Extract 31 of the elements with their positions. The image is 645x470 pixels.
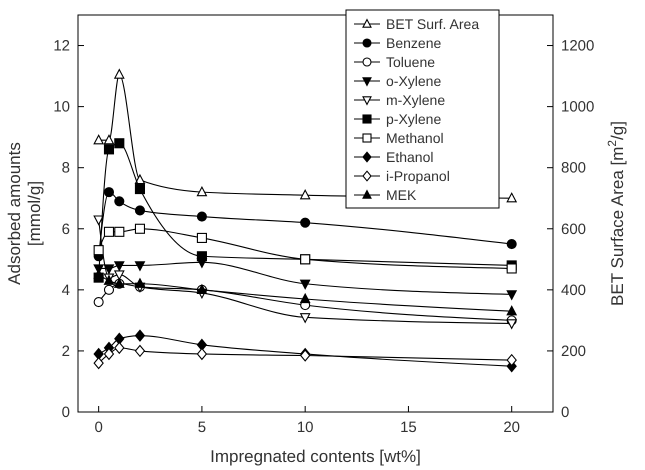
y-tick-label: 8 (62, 160, 70, 177)
x-tick-label: 10 (296, 419, 314, 436)
x-tick-label: 5 (198, 419, 206, 436)
legend-label: m-Xylene (386, 92, 446, 108)
x-tick-label: 20 (503, 419, 520, 436)
y2-tick-label: 800 (561, 160, 586, 177)
legend-label: i-Propanol (386, 168, 450, 184)
y-tick-label: 6 (62, 220, 70, 238)
y2-tick-label: 400 (561, 282, 586, 299)
legend-label: Toluene (386, 54, 436, 70)
y-tick-label: 12 (53, 38, 70, 55)
y-tick-label: 4 (62, 282, 70, 299)
legend-label: o-Xylene (386, 73, 442, 89)
y2-tick-label: 1000 (561, 98, 594, 116)
y-axis-title: Adsorbed amounts [mmol/g] (5, 142, 44, 285)
y2-tick-label: 0 (561, 404, 570, 421)
y-tick-label: 2 (62, 342, 70, 360)
y2-tick-label: 200 (561, 342, 586, 360)
legend-label: MEK (386, 187, 417, 203)
x-tick-label: 0 (94, 419, 103, 436)
y-tick-label: 0 (62, 404, 70, 421)
x-tick-label: 15 (400, 419, 417, 436)
legend-label: Methanol (386, 130, 444, 146)
x-axis-title: Impregnated contents [wt%] (210, 447, 421, 466)
y-tick-label: 10 (53, 98, 70, 116)
y2-tick-label: 600 (561, 220, 586, 238)
legend-label: Benzene (386, 35, 442, 51)
legend-label: p-Xylene (386, 111, 442, 127)
legend-label: Ethanol (386, 149, 434, 165)
y2-tick-label: 1200 (561, 38, 594, 55)
legend-label: BET Surf. Area (386, 16, 480, 32)
